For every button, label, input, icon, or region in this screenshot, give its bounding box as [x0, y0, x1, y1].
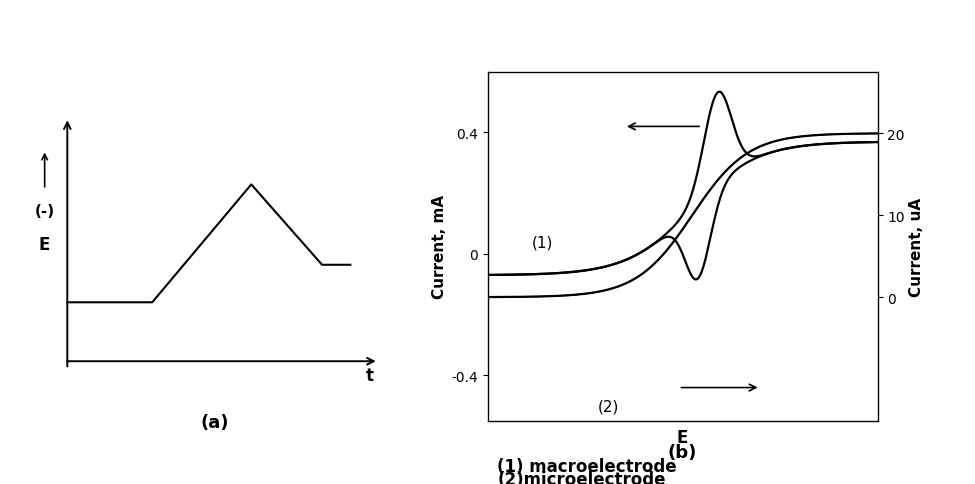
- Y-axis label: Current, mA: Current, mA: [432, 195, 447, 299]
- Text: (1) macroelectrode: (1) macroelectrode: [497, 456, 677, 475]
- Text: (2)microelectrode: (2)microelectrode: [497, 470, 666, 484]
- Text: (b): (b): [668, 443, 697, 462]
- Text: (a): (a): [200, 413, 229, 431]
- Y-axis label: Current, uA: Current, uA: [909, 197, 924, 296]
- Text: (1): (1): [531, 235, 553, 250]
- Text: (-): (-): [34, 204, 55, 219]
- Text: E: E: [39, 236, 51, 254]
- Text: (2): (2): [598, 398, 619, 413]
- X-axis label: E: E: [677, 428, 688, 446]
- Text: t: t: [367, 366, 374, 384]
